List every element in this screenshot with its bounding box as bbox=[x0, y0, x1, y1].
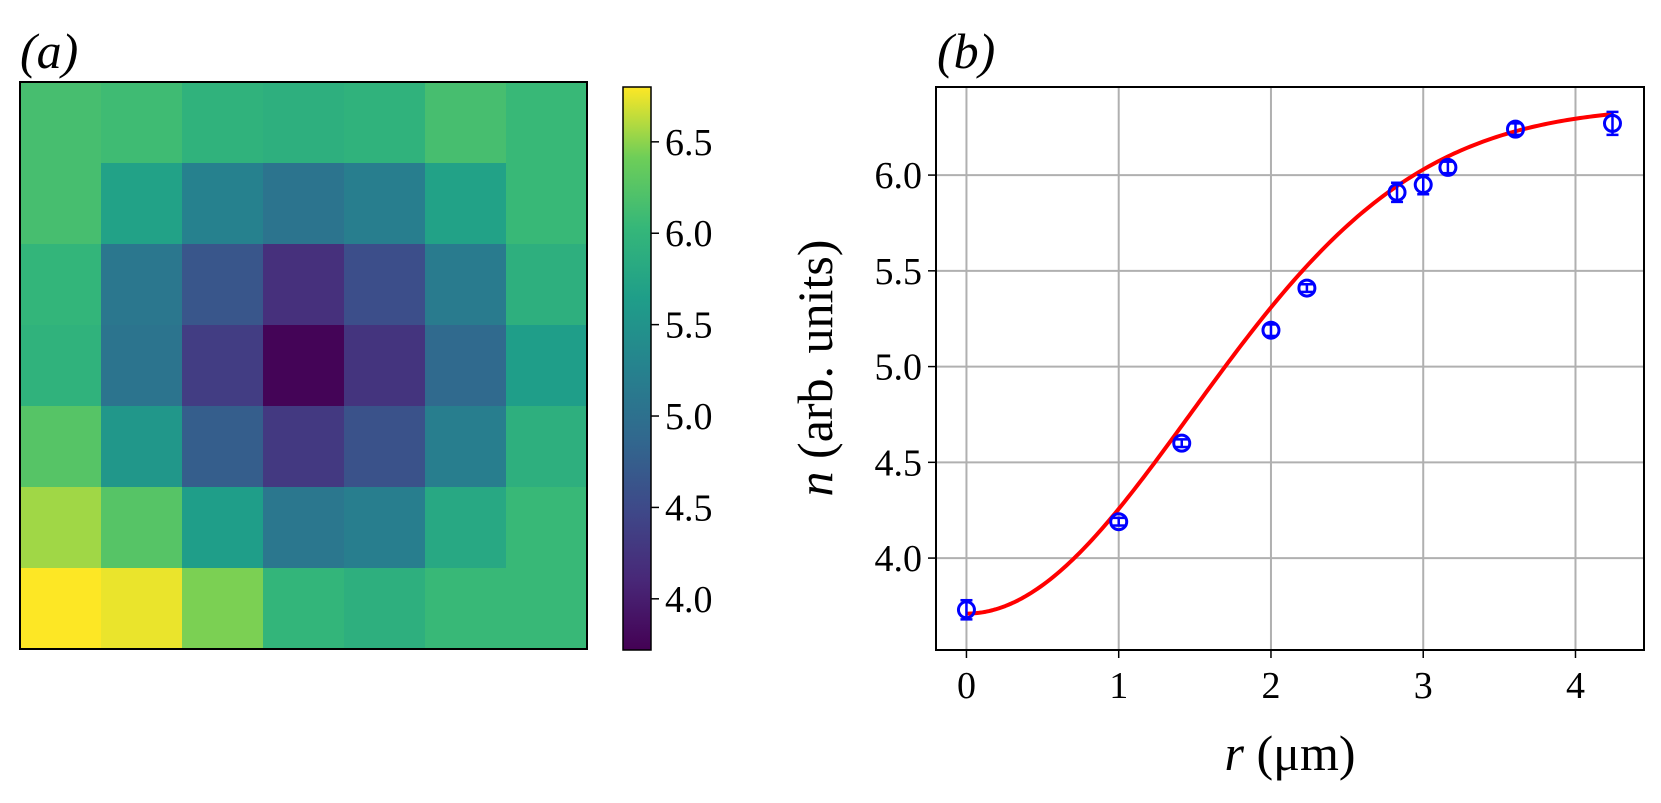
x-ticks: 0 1 2 3 4 bbox=[957, 650, 1585, 707]
data-point bbox=[1602, 113, 1622, 133]
colorbar-tick-label: 6.5 bbox=[665, 122, 713, 164]
fit-line bbox=[966, 112, 1613, 616]
heatmap-cell bbox=[20, 406, 102, 488]
heatmap-cell bbox=[182, 163, 264, 245]
heatmap-cell bbox=[101, 163, 183, 245]
data-point bbox=[1413, 175, 1433, 195]
heatmap-cell bbox=[344, 82, 426, 164]
colorbar-tick-label: 4.0 bbox=[665, 579, 713, 621]
heatmap-cell bbox=[425, 163, 507, 245]
colorbar-ticks: 4.0 4.5 5.0 5.5 6.0 6.5 bbox=[651, 122, 713, 621]
heatmap-frame bbox=[19, 81, 588, 650]
heatmap-cell bbox=[182, 244, 264, 326]
heatmap-cell bbox=[20, 325, 102, 407]
heatmap-cell bbox=[425, 487, 507, 569]
heatmap-cell bbox=[101, 82, 183, 164]
heatmap-cell bbox=[263, 568, 345, 650]
data-point bbox=[956, 600, 976, 620]
heatmap-cell bbox=[425, 325, 507, 407]
heatmap-cell bbox=[506, 487, 588, 569]
y-ticks: 4.0 4.5 5.0 5.5 6.0 bbox=[875, 155, 936, 580]
heatmap-cell bbox=[20, 82, 102, 164]
x-tick-label: 1 bbox=[1109, 665, 1128, 707]
x-axis-label: r (μm) bbox=[1225, 725, 1356, 781]
heatmap-cell bbox=[20, 487, 102, 569]
data-point bbox=[1387, 182, 1407, 202]
colorbar: 4.0 4.5 5.0 5.5 6.0 6.5 bbox=[622, 86, 713, 651]
heatmap-cell bbox=[425, 568, 507, 650]
heatmap-cell bbox=[263, 325, 345, 407]
heatmap-cell bbox=[344, 325, 426, 407]
colorbar-tick-label: 6.0 bbox=[665, 213, 713, 255]
heatmap-cell bbox=[182, 568, 264, 650]
data-point bbox=[1505, 119, 1525, 139]
panel-a: (a) 4.0 4.5 5.0 5.5 6.0 6.5 bbox=[19, 23, 713, 651]
heatmap-cell bbox=[263, 406, 345, 488]
y-tick-label: 5.0 bbox=[875, 347, 923, 389]
heatmap-cell bbox=[263, 244, 345, 326]
heatmap-cell bbox=[263, 487, 345, 569]
x-tick-label: 3 bbox=[1414, 665, 1433, 707]
heatmap-cell bbox=[182, 406, 264, 488]
y-tick-label: 4.0 bbox=[875, 538, 923, 580]
x-tick-label: 2 bbox=[1261, 665, 1280, 707]
heatmap-cell bbox=[425, 244, 507, 326]
heatmap-cell bbox=[344, 568, 426, 650]
data-point bbox=[1297, 278, 1317, 298]
y-axis-label: n (arb. units) bbox=[787, 240, 843, 497]
plot-frame bbox=[935, 86, 1645, 651]
heatmap-grid bbox=[20, 82, 588, 650]
y-tick-label: 4.5 bbox=[875, 442, 923, 484]
data-point bbox=[1261, 320, 1281, 340]
colorbar-tick-label: 4.5 bbox=[665, 487, 713, 529]
colorbar-gradient bbox=[622, 86, 652, 651]
fit-curve bbox=[966, 112, 1613, 616]
data-point bbox=[1172, 433, 1192, 453]
heatmap-cell bbox=[344, 163, 426, 245]
heatmap-cell bbox=[101, 325, 183, 407]
y-tick-label: 6.0 bbox=[875, 155, 923, 197]
heatmap-cell bbox=[182, 82, 264, 164]
heatmap-cell bbox=[506, 406, 588, 488]
panel-b: (b) 0 1 2 3 4 4.0 4.5 5.0 5.5 6.0 r (μm) n (arb.… bbox=[787, 23, 1645, 781]
heatmap-cell bbox=[20, 568, 102, 650]
x-tick-label: 0 bbox=[957, 665, 976, 707]
colorbar-tick-label: 5.5 bbox=[665, 305, 713, 347]
panel-a-label: (a) bbox=[20, 23, 78, 79]
data-points bbox=[956, 110, 1622, 621]
heatmap-cell bbox=[506, 568, 588, 650]
data-point bbox=[1438, 157, 1458, 177]
heatmap-cell bbox=[425, 82, 507, 164]
heatmap-cell bbox=[506, 82, 588, 164]
heatmap-cell bbox=[182, 487, 264, 569]
heatmap-cell bbox=[263, 163, 345, 245]
y-tick-label: 5.5 bbox=[875, 251, 923, 293]
heatmap-cell bbox=[20, 163, 102, 245]
heatmap-cell bbox=[20, 244, 102, 326]
heatmap-cell bbox=[344, 487, 426, 569]
heatmap-cell bbox=[263, 82, 345, 164]
panel-b-label: (b) bbox=[937, 23, 995, 79]
heatmap-cell bbox=[506, 163, 588, 245]
heatmap-cell bbox=[506, 325, 588, 407]
heatmap-cell bbox=[425, 406, 507, 488]
heatmap-cell bbox=[344, 244, 426, 326]
heatmap-cell bbox=[344, 406, 426, 488]
heatmap-cell bbox=[506, 244, 588, 326]
heatmap-cell bbox=[101, 406, 183, 488]
x-tick-label: 4 bbox=[1566, 665, 1585, 707]
heatmap-cell bbox=[101, 244, 183, 326]
plot-grid bbox=[936, 87, 1644, 650]
heatmap-cell bbox=[101, 568, 183, 650]
data-point bbox=[1109, 512, 1129, 532]
heatmap-cell bbox=[182, 325, 264, 407]
colorbar-tick-label: 5.0 bbox=[665, 396, 713, 438]
heatmap-cell bbox=[101, 487, 183, 569]
